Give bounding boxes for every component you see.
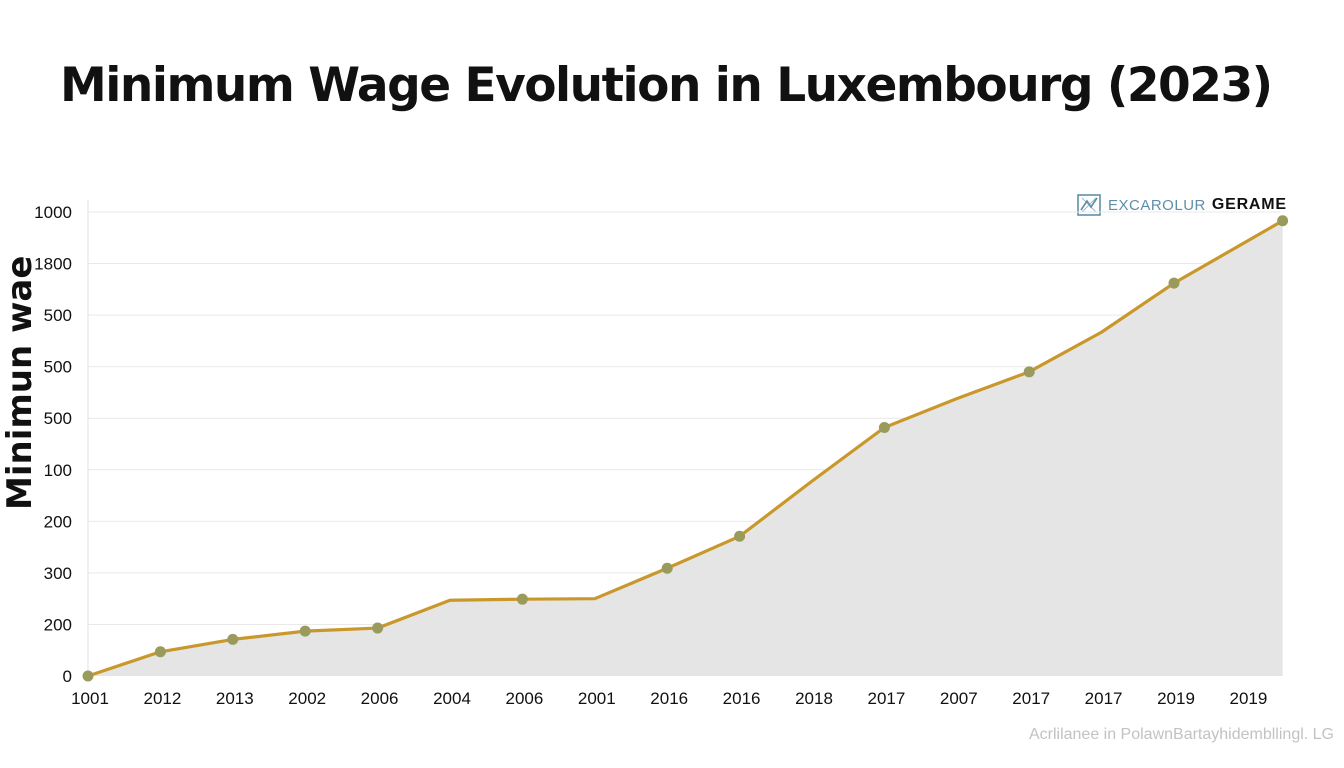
- x-tick-label: 2001: [578, 689, 616, 708]
- x-tick-label: 2013: [216, 689, 254, 708]
- brand-name-primary: EXCAROLUR: [1108, 196, 1206, 214]
- brand-watermark: EXCAROLUR GERAME: [1076, 192, 1287, 218]
- y-tick-label: 300: [44, 564, 72, 583]
- brand-name-secondary: GERAME: [1211, 196, 1287, 213]
- x-tick-label: 1001: [71, 689, 109, 708]
- data-point: [1277, 215, 1289, 227]
- data-point: [878, 422, 890, 434]
- x-tick-label: 2007: [940, 689, 978, 708]
- y-tick-label: 1800: [34, 255, 72, 274]
- x-tick-label: 2006: [361, 689, 399, 708]
- chart-title: Minimum Wage Evolution in Luxembourg (20…: [60, 58, 1273, 113]
- y-tick-label: 500: [44, 358, 72, 377]
- x-tick-label: 2018: [795, 689, 833, 708]
- y-tick-label: 0: [63, 667, 72, 686]
- x-tick-label: 2017: [867, 689, 905, 708]
- data-point: [299, 625, 311, 637]
- chart-logo-icon: [1077, 194, 1101, 216]
- data-point: [661, 562, 673, 574]
- x-tick-label: 2002: [288, 689, 326, 708]
- x-tick-label: 2017: [1012, 689, 1050, 708]
- x-tick-label: 2017: [1085, 689, 1123, 708]
- x-tick-label: 2019: [1229, 689, 1267, 708]
- y-tick-label: 1000: [34, 203, 72, 222]
- data-point: [734, 530, 746, 542]
- x-tick-label: 2012: [143, 689, 181, 708]
- data-point: [1168, 277, 1180, 289]
- y-tick-label: 200: [44, 615, 72, 634]
- y-tick-label: 500: [44, 306, 72, 325]
- data-point: [372, 622, 384, 634]
- x-tick-label: 2016: [723, 689, 761, 708]
- y-tick-label: 500: [44, 409, 72, 428]
- x-tick-label: 2004: [433, 689, 471, 708]
- data-point: [1023, 366, 1035, 378]
- y-tick-label: 200: [44, 512, 72, 531]
- data-point: [516, 593, 528, 605]
- y-tick-label: 100: [44, 461, 72, 480]
- data-point: [154, 646, 166, 658]
- x-tick-label: 2006: [505, 689, 543, 708]
- data-point: [227, 633, 239, 645]
- data-point: [82, 670, 94, 682]
- area-fill: [88, 220, 1283, 676]
- x-tick-label: 2016: [650, 689, 688, 708]
- source-footnote: Acrlilanee in PolawnBartayhidembllingl. …: [1028, 726, 1334, 743]
- x-tick-label: 2019: [1157, 689, 1195, 708]
